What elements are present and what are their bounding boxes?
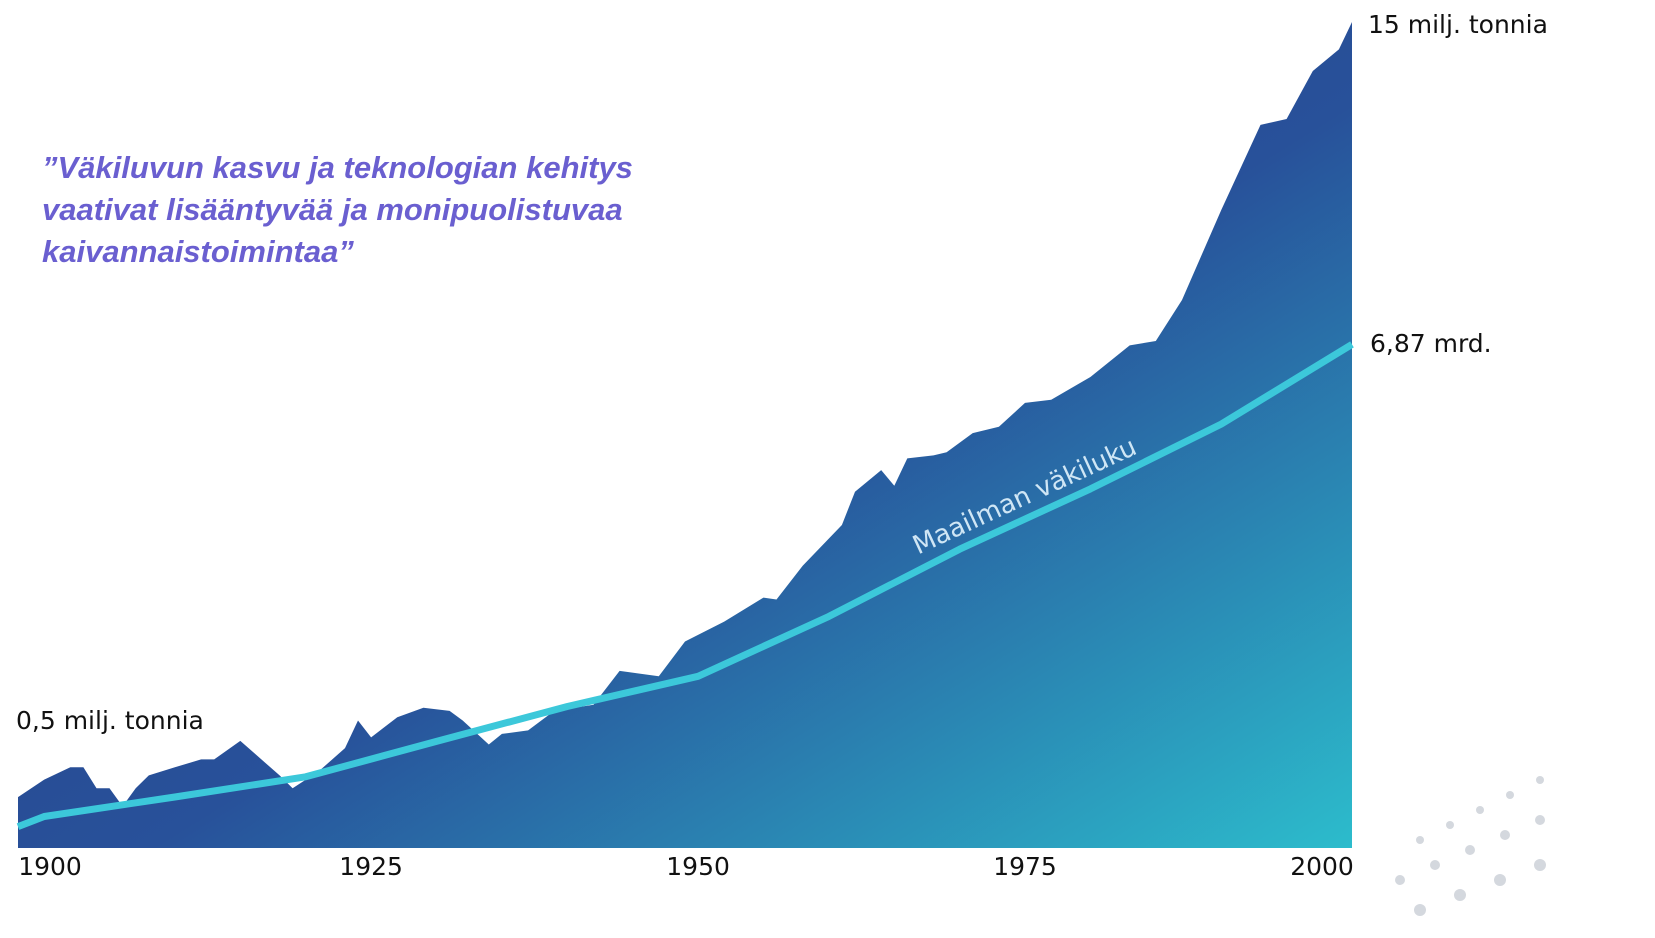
annotation: 0,5 milj. tonnia <box>16 706 204 735</box>
quote-line: vaativat lisääntyvää ja monipuolistuvaa <box>42 192 623 227</box>
quote-line: kaivannaistoimintaa” <box>42 234 354 269</box>
area <box>18 22 1352 848</box>
x-tick-label: 1950 <box>666 852 730 881</box>
annotation: 6,87 mrd. <box>1370 329 1492 358</box>
annotation: 15 milj. tonnia <box>1368 10 1548 39</box>
x-tick-label: 1900 <box>18 852 82 881</box>
x-tick-label: 2000 <box>1290 852 1354 881</box>
decoration <box>1395 776 1546 916</box>
x-tick-label: 1975 <box>993 852 1057 881</box>
line <box>16 341 1354 830</box>
quote-line: ”Väkiluvun kasvu ja teknologian kehitys <box>42 150 633 185</box>
x-tick-label: 1925 <box>339 852 403 881</box>
